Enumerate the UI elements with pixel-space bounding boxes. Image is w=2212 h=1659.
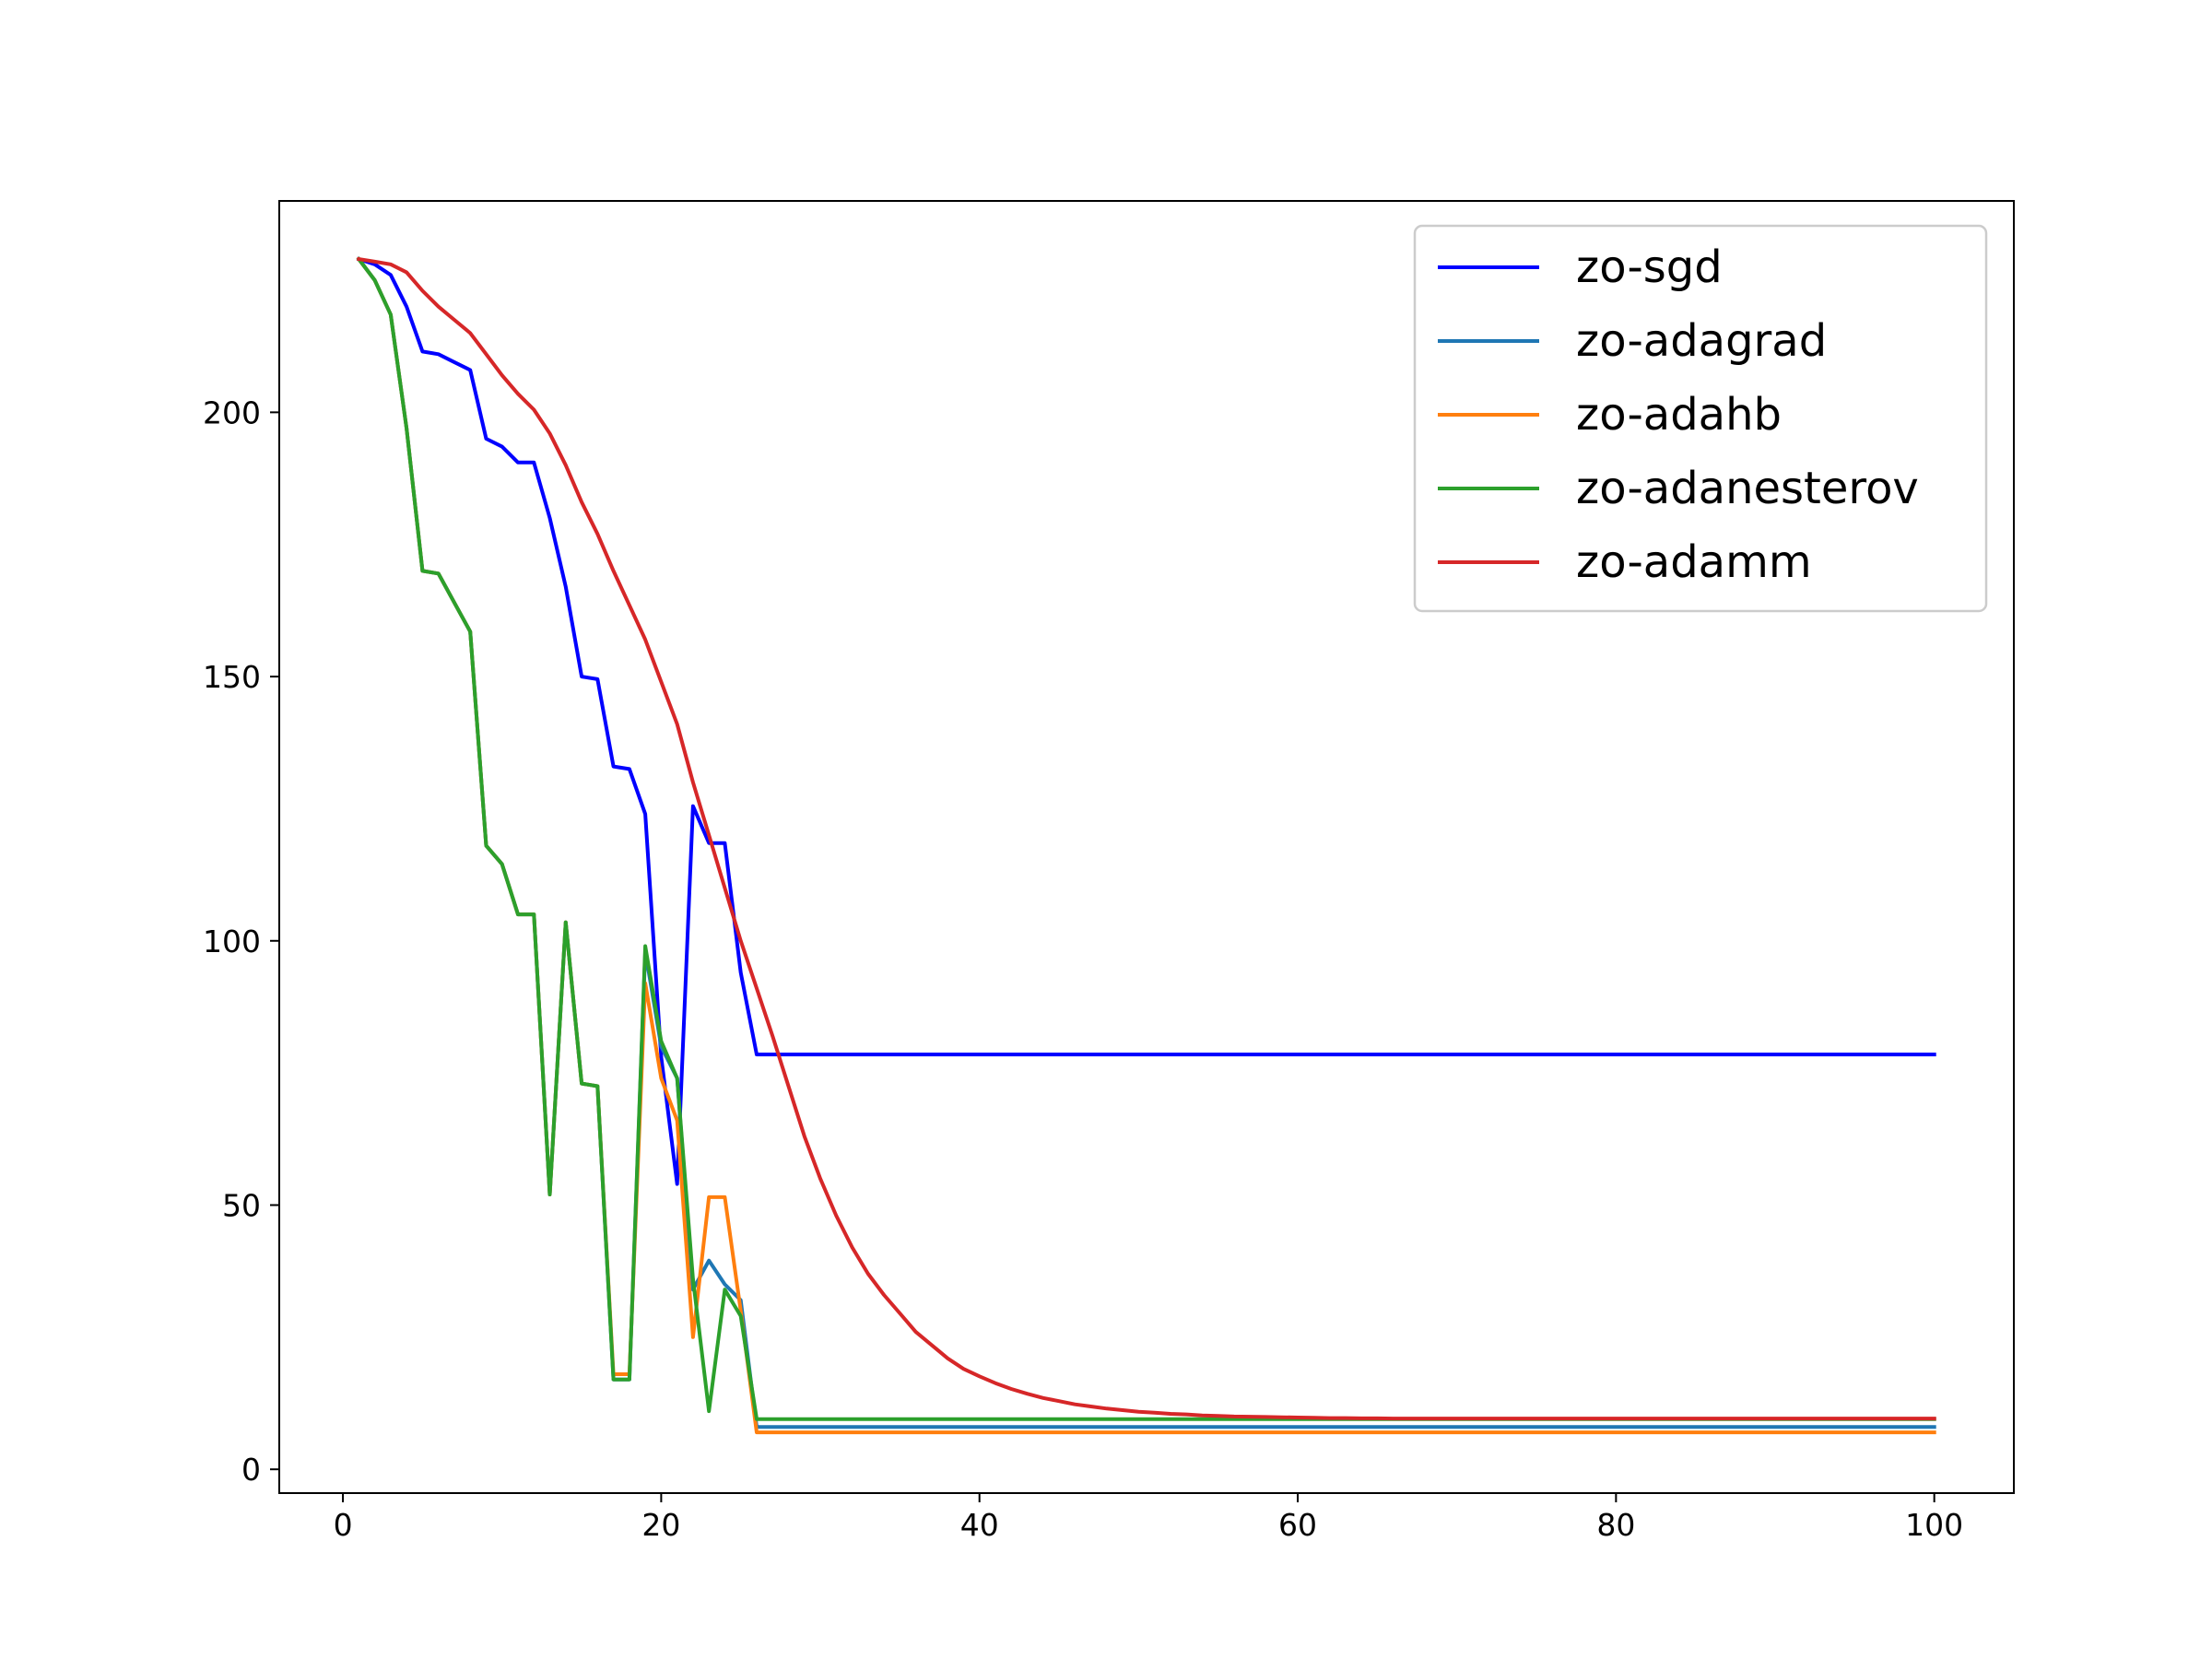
x-tick-label: 40 bbox=[960, 1507, 999, 1543]
x-axis: 0 20 40 60 80 100 bbox=[334, 1493, 1963, 1543]
y-tick-label: 150 bbox=[203, 659, 261, 695]
legend: zo-sgd zo-adagrad zo-adahb zo-adanesterov zo… bbox=[1413, 224, 1988, 613]
x-tick-label: 0 bbox=[334, 1507, 353, 1543]
legend-label: zo-sgd bbox=[1576, 241, 1723, 293]
legend-label: zo-adamm bbox=[1576, 536, 1812, 588]
x-tick-label: 60 bbox=[1278, 1507, 1317, 1543]
series-layer bbox=[356, 256, 1936, 1435]
y-tick-label: 50 bbox=[222, 1187, 261, 1223]
y-tick-label: 0 bbox=[241, 1452, 261, 1488]
legend-label: zo-adahb bbox=[1576, 389, 1782, 441]
legend-label: zo-adanesterov bbox=[1576, 463, 1919, 514]
x-tick-label: 100 bbox=[1905, 1507, 1963, 1543]
series-line-zo-adamm bbox=[357, 256, 1936, 1421]
y-tick-label: 200 bbox=[203, 394, 261, 430]
legend-label: zo-adagrad bbox=[1576, 315, 1827, 367]
series-line-zo-adahb bbox=[356, 256, 1936, 1435]
series-line-zo-sgd bbox=[356, 256, 1936, 1186]
x-tick-label: 20 bbox=[641, 1507, 680, 1543]
x-tick-label: 80 bbox=[1596, 1507, 1635, 1543]
y-tick-label: 100 bbox=[203, 924, 261, 959]
plot-area-frame bbox=[278, 200, 2015, 1494]
y-axis: 0 50 100 150 200 bbox=[203, 394, 279, 1488]
legend-box bbox=[1413, 224, 1988, 613]
